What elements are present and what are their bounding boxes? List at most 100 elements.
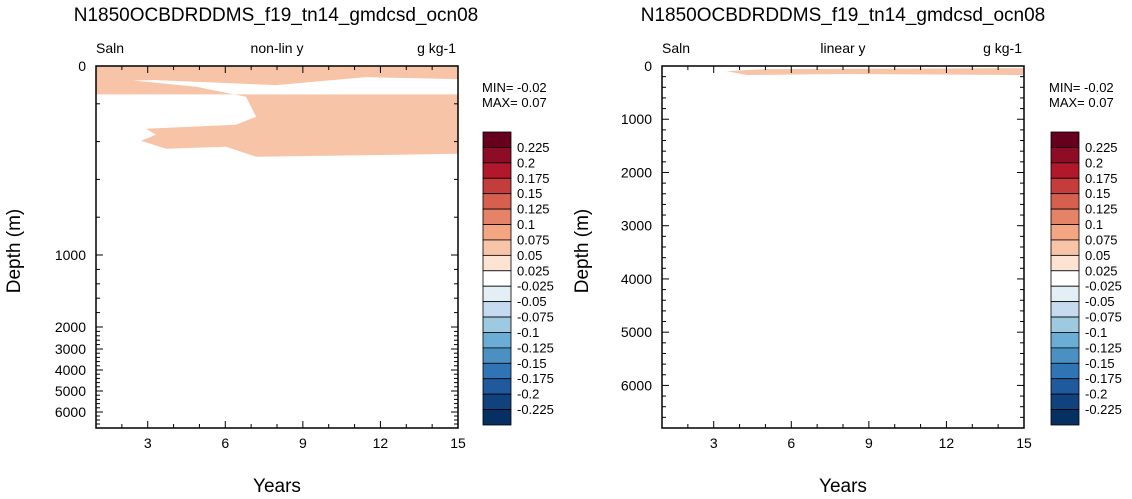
center-label: non-lin y: [251, 40, 304, 56]
colorbar-swatch: [482, 147, 512, 164]
left-label: Saln: [96, 40, 124, 56]
colorbar-swatch: [482, 193, 512, 210]
max-stat: MAX= 0.07: [1049, 95, 1114, 110]
colorbar-label: -0.125: [517, 340, 554, 355]
colorbar-label: 0.175: [1085, 171, 1118, 186]
y-tick-label: 6000: [621, 377, 652, 393]
chart-title: N1850OCBDRDDMS_f19_tn14_gmdcsd_ocn08: [74, 5, 479, 26]
x-tick-label: 15: [450, 435, 466, 451]
field-region: [96, 66, 458, 86]
colorbar-label: 0.175: [517, 171, 550, 186]
colorbar-label: 0.225: [1085, 140, 1118, 155]
y-axis: 0 1000 2000 3000 4000 5000 6000 Depth (m): [572, 58, 1024, 429]
x-tick-label: 3: [144, 435, 152, 451]
colorbar-swatch: [1050, 162, 1080, 179]
colorbar-swatch: [1050, 285, 1080, 303]
colorbar-swatch: [482, 378, 512, 395]
colorbar-label: 0.15: [517, 186, 542, 201]
colorbar-swatch: [1050, 409, 1080, 426]
x-axis-label: Years: [819, 476, 867, 497]
colorbar-label: -0.2: [517, 387, 539, 402]
colorbar-label: -0.2: [1085, 387, 1107, 402]
colorbar-swatch: [1050, 239, 1080, 256]
colorbar-swatch: [1050, 131, 1080, 148]
colorbar-label: 0.125: [1085, 202, 1118, 217]
y-axis: 0 1000 2000 3000 4000 5000 6000 Depth (m): [4, 58, 458, 429]
colorbar-label: 0.075: [1085, 232, 1118, 247]
colorbar-label: 0.025: [517, 263, 550, 278]
x-tick-label: 3: [710, 435, 718, 451]
colorbar-label: 0.15: [1085, 186, 1110, 201]
colorbar-swatch: [482, 224, 512, 241]
x-axis: 3 6 9 12 15 Years: [661, 66, 1032, 497]
colorbar-label: 0.05: [1085, 248, 1110, 263]
y-tick-label: 4000: [621, 271, 652, 287]
y-tick-label: 1000: [55, 247, 86, 263]
max-stat: MAX= 0.07: [482, 95, 547, 110]
colorbar-swatch: [482, 162, 512, 179]
x-tick-label: 9: [299, 435, 307, 451]
colorbar-label: -0.15: [1085, 356, 1115, 371]
colorbar-swatch: [1050, 224, 1080, 241]
y-tick-label: 6000: [55, 404, 86, 420]
colorbar-label: -0.05: [517, 294, 547, 309]
field-layer: [726, 68, 1024, 76]
colorbar-swatch: [1050, 362, 1080, 380]
y-tick-label: 0: [78, 58, 86, 74]
field-region: [96, 76, 458, 157]
colorbar-swatch: [1050, 332, 1080, 349]
colorbar-label: -0.075: [517, 310, 554, 325]
x-tick-label: 9: [865, 435, 873, 451]
colorbar-swatch: [482, 285, 512, 303]
colorbar-swatch: [482, 270, 512, 287]
colorbar-label: 0.2: [517, 155, 535, 170]
colorbar: 0.2250.20.1750.150.1250.10.0750.050.025-…: [1050, 131, 1122, 426]
y-tick-label: 5000: [55, 383, 86, 399]
y-tick-label: 3000: [55, 341, 86, 357]
colorbar: 0.2250.20.1750.150.1250.10.0750.050.025-…: [482, 131, 554, 426]
y-tick-label: 5000: [621, 324, 652, 340]
colorbar-label: -0.175: [517, 371, 554, 386]
colorbar-label: 0.225: [517, 140, 550, 155]
colorbar-label: -0.225: [1085, 402, 1122, 417]
min-stat: MIN= -0.02: [482, 80, 547, 95]
colorbar-label: 0.2: [1085, 155, 1103, 170]
y-tick-label: 1000: [621, 111, 652, 127]
colorbar-swatch: [1050, 177, 1080, 195]
colorbar-label: -0.225: [517, 402, 554, 417]
colorbar-swatch: [482, 239, 512, 256]
colorbar-swatch: [1050, 193, 1080, 210]
colorbar-label: -0.125: [1085, 340, 1122, 355]
y-axis-label: Depth (m): [572, 209, 593, 293]
colorbar-label: -0.025: [1085, 279, 1122, 294]
colorbar-swatch: [1050, 393, 1080, 410]
center-label: linear y: [820, 40, 865, 56]
y-axis-label: Depth (m): [4, 209, 25, 293]
colorbar-label: 0.05: [517, 248, 542, 263]
left-label: Saln: [662, 40, 690, 56]
colorbar-label: 0.025: [1085, 263, 1118, 278]
colorbar-swatch: [482, 177, 512, 195]
y-tick-label: 3000: [621, 218, 652, 234]
colorbar-swatch: [1050, 270, 1080, 287]
chart-title: N1850OCBDRDDMS_f19_tn14_gmdcsd_ocn08: [641, 5, 1046, 26]
colorbar-swatch: [482, 208, 512, 225]
colorbar-swatch: [482, 301, 512, 318]
colorbar-label: -0.175: [1085, 371, 1122, 386]
y-tick-label: 2000: [55, 319, 86, 335]
colorbar-label: 0.1: [517, 217, 535, 232]
colorbar-label: -0.1: [517, 325, 539, 340]
field-layer: [96, 66, 458, 157]
x-axis-label: Years: [253, 476, 301, 497]
colorbar-swatch: [1050, 347, 1080, 364]
colorbar-label: 0.075: [517, 232, 550, 247]
colorbar-swatch: [1050, 316, 1080, 333]
colorbar-swatch: [1050, 301, 1080, 318]
right-label: g kg-1: [417, 40, 456, 56]
y-tick-label: 0: [644, 58, 652, 74]
colorbar-label: 0.1: [1085, 217, 1103, 232]
x-tick-label: 6: [221, 435, 229, 451]
